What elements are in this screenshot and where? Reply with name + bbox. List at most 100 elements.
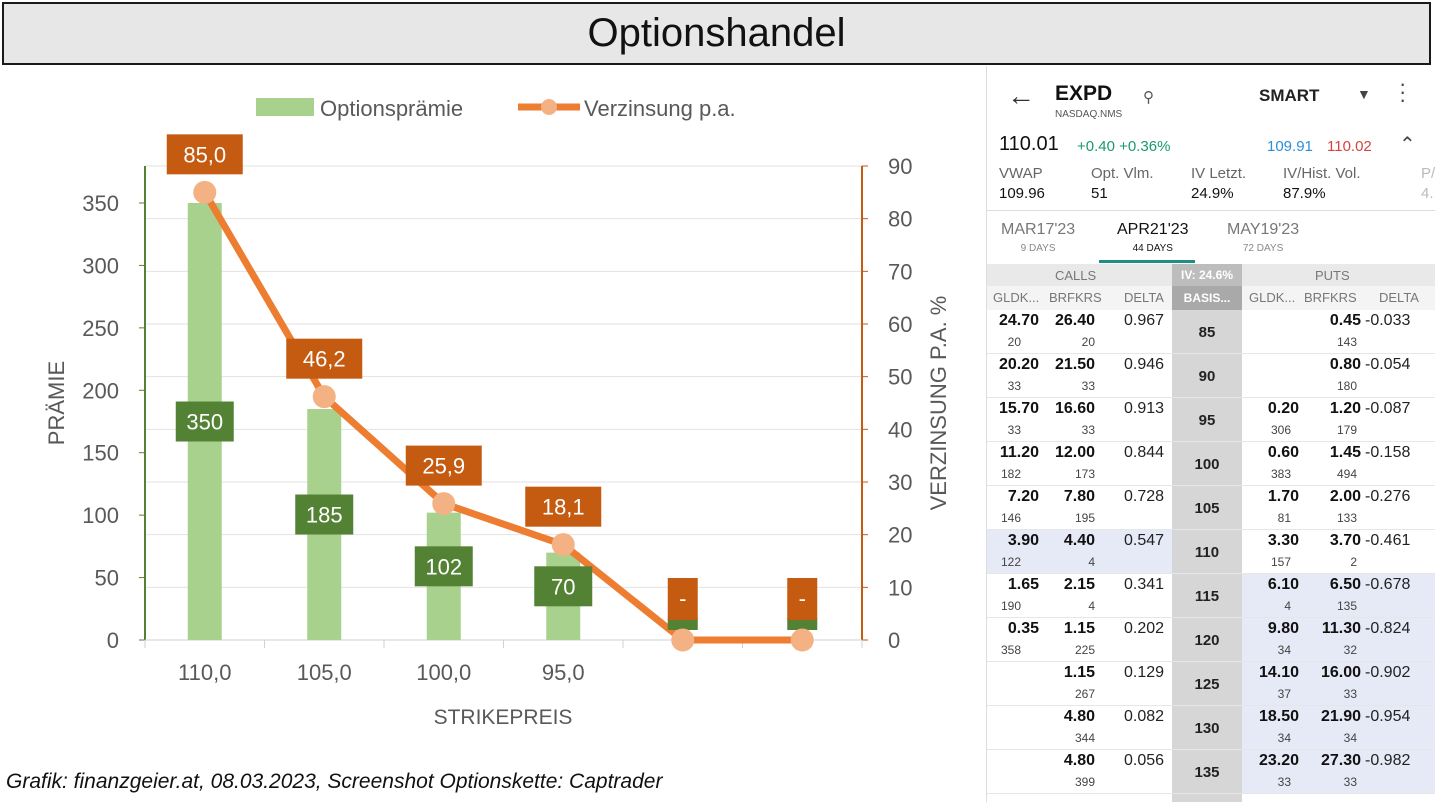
page-title: Optionshandel — [587, 11, 846, 55]
legend-swatch-bar — [256, 98, 314, 116]
table-row[interactable]: 1.65 190 2.15 4 0.341 115 6.10 4 6.50 135 -0.678 — [987, 574, 1435, 618]
y-tick-label: 350 — [82, 191, 119, 216]
call-delta: 0.547 — [1124, 532, 1165, 549]
put-bid: 18.50 — [1258, 708, 1299, 725]
call-bid: 3.90 — [1007, 532, 1039, 549]
line-data-label: - — [799, 586, 806, 611]
bar-data-label: 70 — [551, 574, 575, 599]
more-menu-icon[interactable]: · · · — [1399, 71, 1407, 112]
col-puts-bid: GLDK... — [1249, 290, 1296, 305]
table-row[interactable]: 20.20 33 21.50 33 0.946 90 0.80 180 -0.054 — [987, 354, 1435, 398]
y2-tick-label: 60 — [888, 312, 912, 337]
strike-price: 100 — [1194, 456, 1220, 473]
call-delta: 0.056 — [1124, 752, 1165, 769]
expiry-tab-apr21[interactable]: APR21'23 44 DAYS — [1117, 221, 1189, 254]
app-header: ← EXPD NASDAQ.NMS ⚲ SMART ▼ · · · — [987, 66, 1435, 128]
legend-label: Optionsprämie — [320, 96, 463, 121]
put-delta: -0.054 — [1365, 356, 1411, 373]
y2-tick-label: 0 — [888, 628, 900, 653]
line-label-box — [525, 486, 602, 527]
call-ask: 1.15 — [1063, 664, 1095, 681]
col-puts-ask: BRFKRS — [1304, 290, 1357, 305]
y-tick-label: 200 — [82, 378, 119, 403]
put-ask: 0.80 — [1329, 356, 1361, 373]
call-ask: 4.80 — [1063, 752, 1095, 769]
stat-iv-last: IV Letzt. 24.9% — [1191, 165, 1247, 202]
expiry-tab-may19[interactable]: MAY19'23 72 DAYS — [1227, 221, 1300, 254]
search-icon[interactable]: ⚲ — [1143, 89, 1154, 106]
y-tick-label: 250 — [82, 316, 119, 341]
call-ask: 21.50 — [1054, 356, 1095, 373]
table-row[interactable]: 0.35 358 1.15 225 0.202 120 9.80 34 11.30 32 -0.82… — [987, 618, 1435, 662]
table-row[interactable]: 15.70 33 16.60 33 0.913 95 0.20 306 1.20 179 -0.08… — [987, 398, 1435, 442]
call-delta: 0.913 — [1124, 400, 1165, 417]
put-ask: 3.70 — [1329, 532, 1361, 549]
call-bid-size: 182 — [1000, 467, 1021, 481]
call-bid: 1.65 — [1007, 576, 1039, 593]
put-ask-size: 33 — [1343, 775, 1357, 789]
expiry-tab-mar17[interactable]: MAR17'23 9 DAYS — [1001, 221, 1076, 254]
table-row[interactable]: 1.15 267 0.129 125 14.10 37 16.00 33 -0.902 — [987, 662, 1435, 706]
call-delta: 0.129 — [1124, 664, 1165, 681]
call-ask: 12.00 — [1054, 444, 1095, 461]
chevron-down-icon[interactable]: ▼ — [1357, 86, 1371, 102]
routing-selector[interactable]: SMART — [1259, 86, 1320, 105]
table-row[interactable]: 4.80 399 0.056 135 23.20 33 27.30 33 -0.982 — [987, 750, 1435, 794]
y2-tick-label: 80 — [888, 207, 912, 232]
put-bid-size: 81 — [1277, 511, 1291, 525]
y-tick-label: 50 — [95, 566, 119, 591]
bar-label-box — [175, 401, 234, 442]
exchange-label: NASDAQ.NMS — [1055, 109, 1123, 120]
table-row[interactable]: 7.20 146 7.80 195 0.728 105 1.70 81 2.00 133 -0.27… — [987, 486, 1435, 530]
call-bid-size: 33 — [1007, 423, 1021, 437]
iv-header: IV: 24.6% — [1172, 264, 1242, 286]
legend-marker — [541, 99, 557, 115]
arrow-left-icon[interactable]: ← — [1007, 80, 1035, 111]
bar-data-label: 350 — [186, 410, 223, 435]
chevron-up-icon[interactable]: ⌃ — [1399, 134, 1416, 156]
put-ask-size: 34 — [1343, 731, 1357, 745]
y-tick-label: 300 — [82, 253, 119, 278]
call-bid-size: 20 — [1007, 335, 1021, 349]
table-row[interactable]: 11.20 182 12.00 173 0.844 100 0.60 383 1.45 494 -0… — [987, 442, 1435, 486]
put-delta: -0.158 — [1365, 444, 1411, 461]
divider — [987, 210, 1435, 211]
put-delta: -0.982 — [1365, 752, 1411, 769]
call-bid: 7.20 — [1007, 488, 1039, 505]
calls-cell-bg — [987, 530, 1172, 573]
calls-header: CALLS — [1055, 268, 1097, 283]
put-bid: 6.10 — [1267, 576, 1299, 593]
puts-header: PUTS — [1315, 268, 1350, 283]
y2-tick-label: 30 — [888, 470, 912, 495]
put-delta: -0.902 — [1365, 664, 1411, 681]
put-ask-size: 133 — [1336, 511, 1357, 525]
put-bid: 23.20 — [1258, 752, 1299, 769]
line-series — [201, 190, 803, 644]
puts-cell-bg — [1242, 750, 1435, 793]
put-bid-size: 33 — [1277, 775, 1291, 789]
price-change: +0.40 +0.36% — [1077, 138, 1171, 155]
strike-price: 110 — [1194, 544, 1220, 561]
bar-label-box — [414, 546, 473, 587]
x-tick-label: 100,0 — [416, 660, 471, 685]
call-ask-size: 267 — [1074, 687, 1095, 701]
table-row[interactable]: 24.70 20 26.40 20 0.967 85 0.45 143 -0.033 — [987, 310, 1435, 354]
legend-label: Verzinsung p.a. — [584, 96, 736, 121]
put-delta: -0.461 — [1365, 532, 1411, 549]
call-bid-size: 146 — [1000, 511, 1021, 525]
table-row[interactable]: 4.80 344 0.082 130 18.50 34 21.90 34 -0.954 — [987, 706, 1435, 750]
call-delta: 0.967 — [1124, 312, 1165, 329]
call-ask: 1.15 — [1063, 620, 1095, 637]
call-bid-size: 122 — [1000, 555, 1021, 569]
call-bid: 11.20 — [999, 444, 1039, 461]
line-label-box — [667, 578, 698, 620]
line-data-label: 85,0 — [183, 142, 226, 167]
page-title-bar: Optionshandel — [2, 2, 1431, 65]
puts-cell-bg — [1242, 618, 1435, 661]
bar-data-label: 102 — [425, 554, 462, 579]
bar-label-box — [667, 618, 698, 630]
line-marker — [432, 492, 456, 516]
y2-tick-label: 20 — [888, 523, 912, 548]
basis-header[interactable]: BASIS... — [1172, 286, 1242, 310]
table-row[interactable]: 3.90 122 4.40 4 0.547 110 3.30 157 3.70 2 -0.461 — [987, 530, 1435, 574]
